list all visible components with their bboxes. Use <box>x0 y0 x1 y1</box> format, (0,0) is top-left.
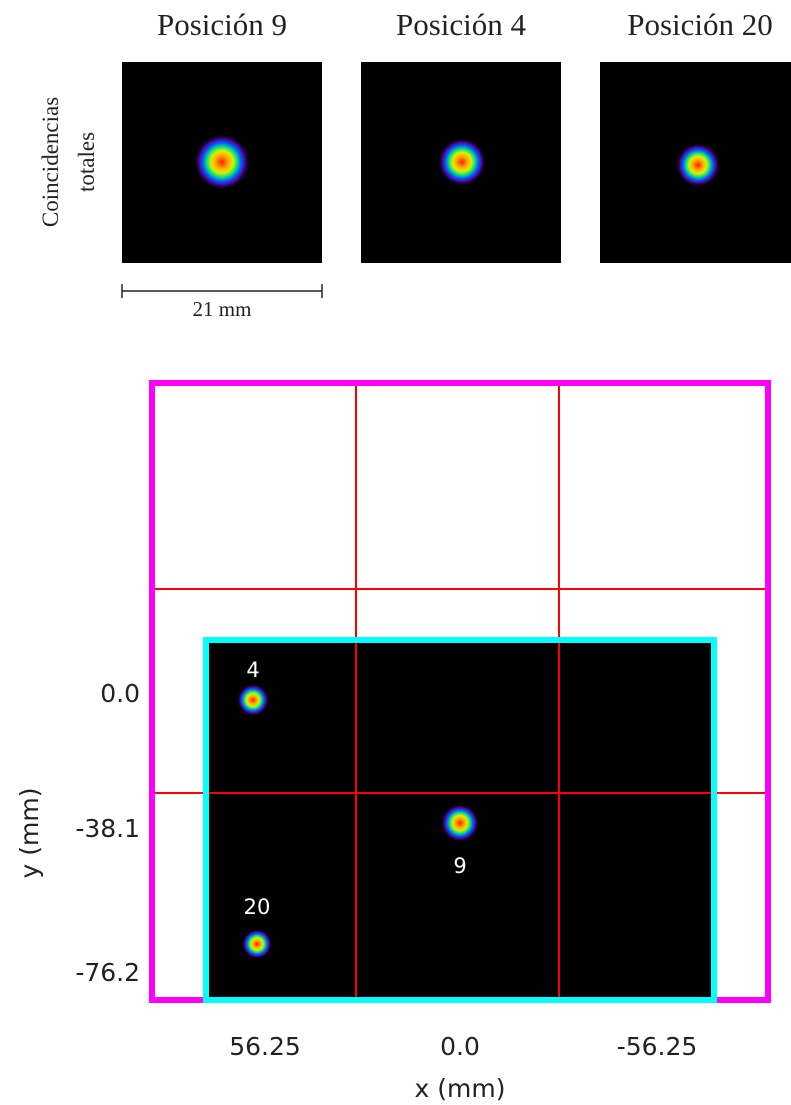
spot <box>676 143 720 187</box>
page: Posición 9 Posición 4 Posición 20 Coinci… <box>0 0 791 1105</box>
spot <box>237 684 269 716</box>
figure: Posición 9 Posición 4 Posición 20 Coinci… <box>0 0 791 1105</box>
spot <box>194 134 250 190</box>
spot <box>242 929 272 959</box>
panel-title: Posición 9 <box>157 7 287 42</box>
x-axis-label: x (mm) <box>415 1074 506 1103</box>
scale-label: 21 mm <box>193 297 252 321</box>
y-tick-label: 0.0 <box>100 679 140 708</box>
panel-title: Posición 20 <box>627 7 773 42</box>
x-tick-label: 0.0 <box>440 1032 480 1061</box>
y-tick-label: -38.1 <box>75 814 140 843</box>
spot <box>441 804 479 842</box>
spot-label: 4 <box>246 658 259 682</box>
scale-bar <box>122 284 322 298</box>
panel-ylabel: totales <box>74 132 99 192</box>
x-tick-label: 56.25 <box>229 1032 301 1061</box>
panel-ylabel: Coincidencias <box>38 97 63 227</box>
spot-label: 9 <box>453 854 466 878</box>
x-tick-label: -56.25 <box>617 1032 698 1061</box>
spot <box>438 138 486 186</box>
panel-title: Posición 4 <box>396 7 527 42</box>
y-axis-label: y (mm) <box>15 788 44 879</box>
spot-label: 20 <box>244 895 271 919</box>
y-tick-label: -76.2 <box>75 958 140 987</box>
